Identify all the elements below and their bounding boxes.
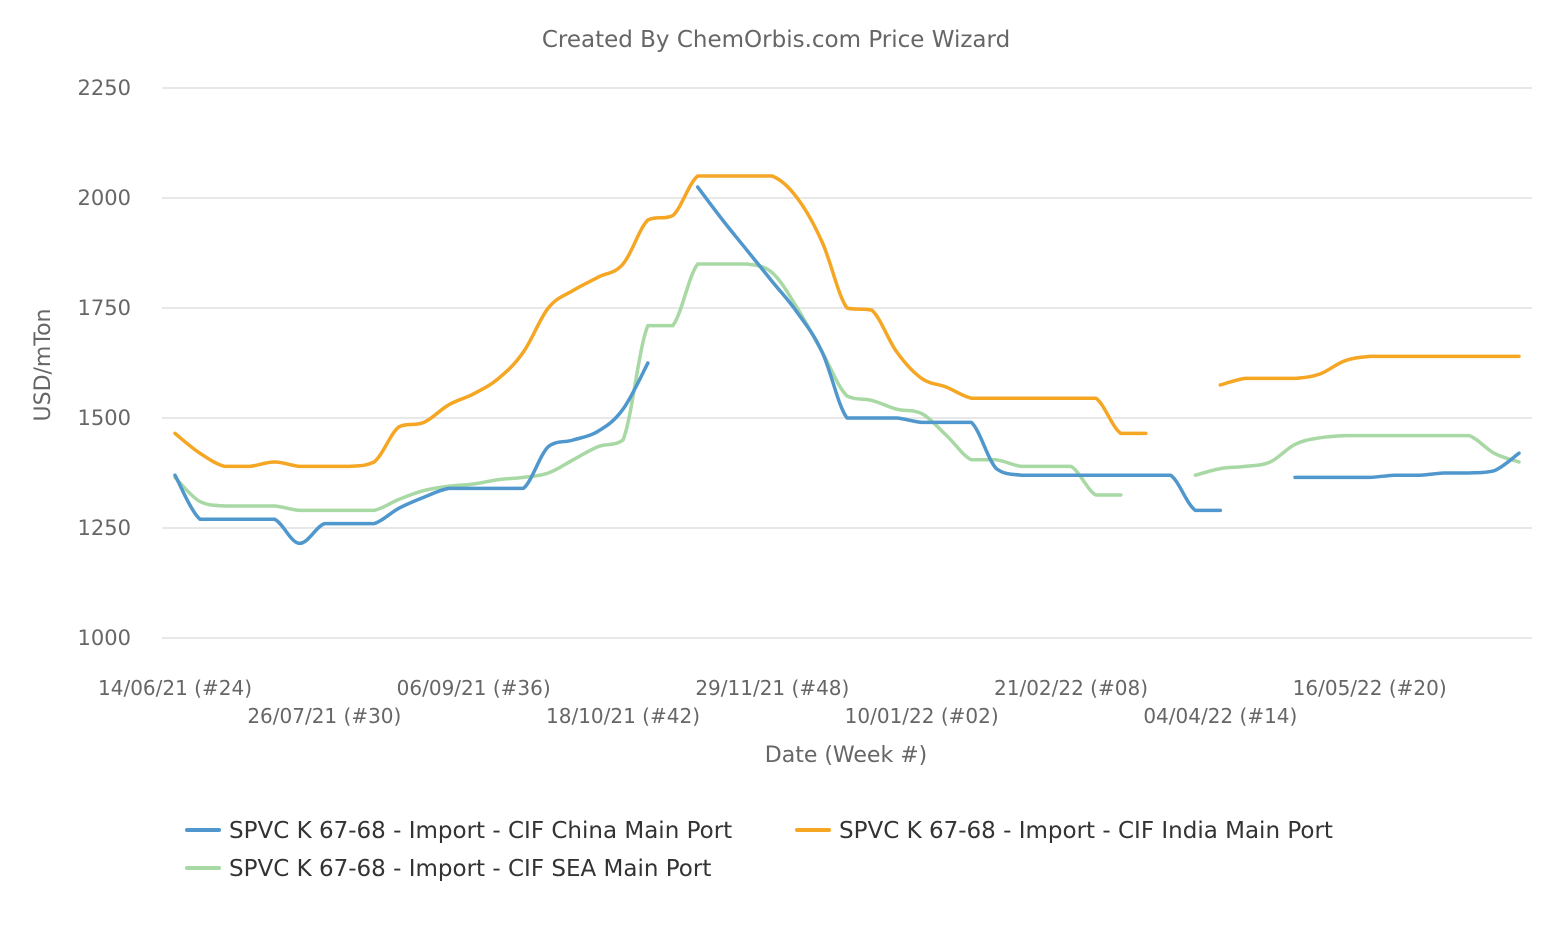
x-axis-title: Date (Week #)	[765, 743, 927, 768]
legend-item-spvc-k-67-68-import-cif-sea-main-port[interactable]: SPVC K 67-68 - Import - CIF SEA Main Por…	[185, 856, 711, 882]
legend-label: SPVC K 67-68 - Import - CIF SEA Main Por…	[229, 856, 711, 882]
y-tick-label: 1750	[78, 296, 131, 320]
x-tick-label: 14/06/21 (#24)	[98, 676, 252, 700]
x-axis-ticks: 14/06/21 (#24) 26/07/21 (#30) 06/09/21 (#3…	[98, 676, 1447, 728]
x-tick-label: 10/01/22 (#02)	[845, 704, 999, 728]
x-tick-label: 18/10/21 (#42)	[546, 704, 700, 728]
legend: SPVC K 67-68 - Import - CIF China Main P…	[185, 818, 1333, 882]
legend-label: SPVC K 67-68 - Import - CIF India Main P…	[839, 818, 1333, 844]
legend-item-spvc-k-67-68-import-cif-china-main-port[interactable]: SPVC K 67-68 - Import - CIF China Main P…	[185, 818, 732, 844]
legend-item-spvc-k-67-68-import-cif-india-main-port[interactable]: SPVC K 67-68 - Import - CIF India Main P…	[795, 818, 1333, 844]
y-tick-label: 1250	[78, 516, 131, 540]
legend-label: SPVC K 67-68 - Import - CIF China Main P…	[229, 818, 732, 844]
x-tick-label: 06/09/21 (#36)	[397, 676, 551, 700]
y-axis-title: USD/mTon	[31, 309, 56, 422]
x-tick-label: 16/05/22 (#20)	[1293, 676, 1447, 700]
series-line-spvc-k-67-68-import-cif-china-main-port	[173, 185, 1521, 546]
y-tick-label: 2000	[78, 186, 131, 210]
x-tick-label: 26/07/21 (#30)	[247, 704, 401, 728]
chart-title: Created By ChemOrbis.com Price Wizard	[542, 27, 1010, 53]
series-line-spvc-k-67-68-import-cif-sea-main-port	[173, 262, 1521, 513]
x-tick-label: 29/11/21 (#48)	[695, 676, 849, 700]
y-tick-label: 1500	[78, 406, 131, 430]
y-axis-ticks: 1000 1250 1500 1750 2000 2250	[78, 76, 131, 650]
grid	[162, 87, 1532, 639]
y-tick-label: 1000	[78, 626, 131, 650]
y-tick-label: 2250	[78, 76, 131, 100]
series-line-spvc-k-67-68-import-cif-india-main-port	[173, 174, 1521, 469]
series-lines	[173, 174, 1521, 546]
x-tick-label: 21/02/22 (#08)	[994, 676, 1148, 700]
x-tick-label: 04/04/22 (#14)	[1143, 704, 1297, 728]
